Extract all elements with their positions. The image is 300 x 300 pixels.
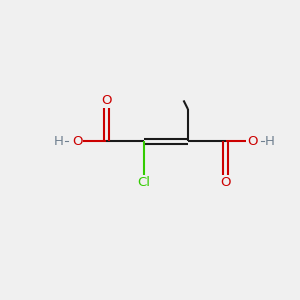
Text: H: H [265, 135, 275, 148]
Text: O: O [101, 94, 112, 107]
Text: H: H [54, 135, 64, 148]
Text: Cl: Cl [138, 176, 151, 189]
Text: O: O [72, 135, 82, 148]
Text: O: O [247, 135, 257, 148]
Text: O: O [220, 176, 231, 189]
